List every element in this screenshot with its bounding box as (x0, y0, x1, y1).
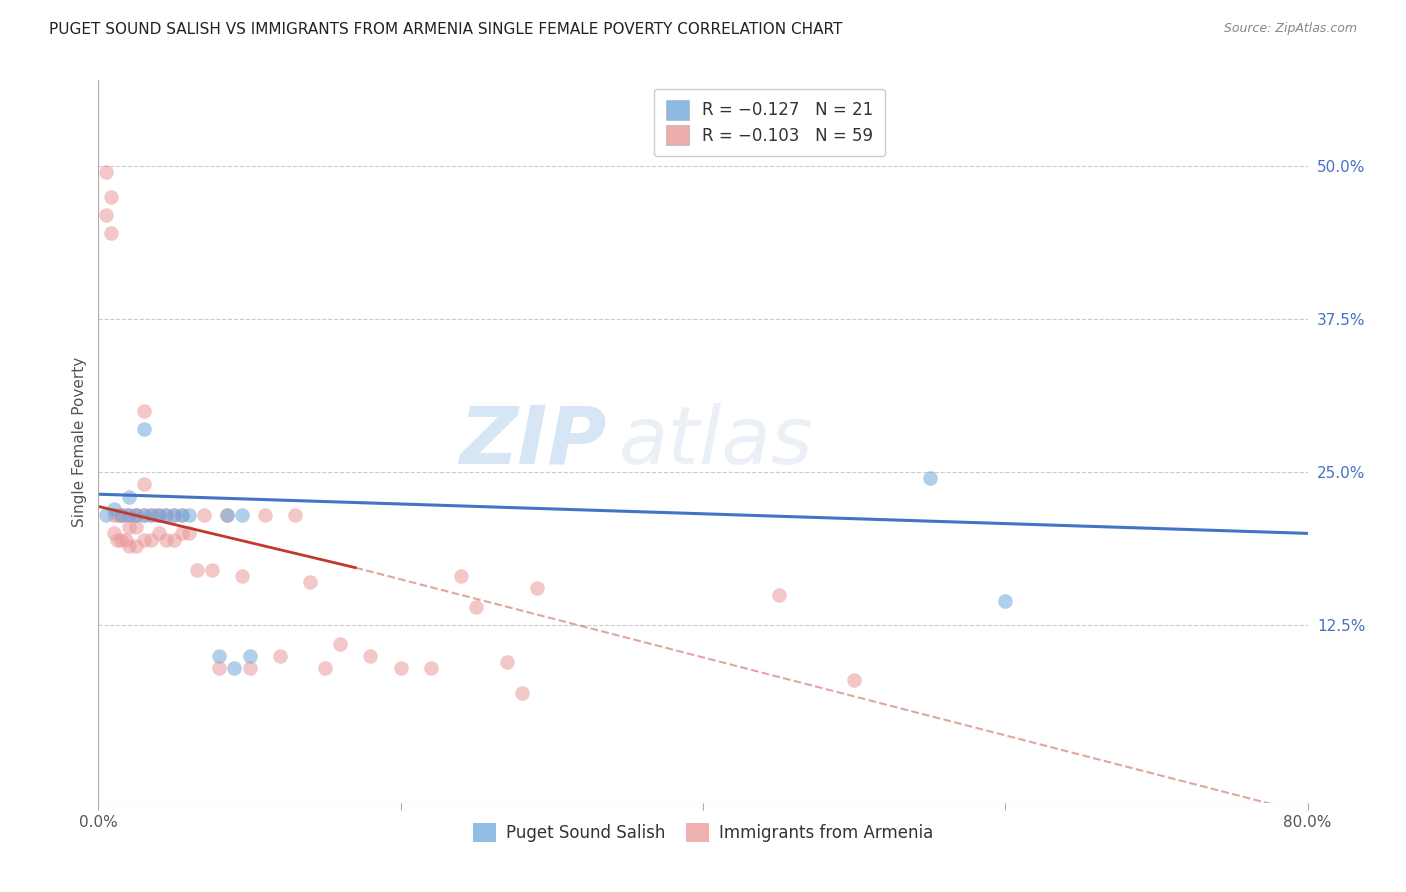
Point (994, 593, 1017, 607)
Point (110, 508, 132, 522)
Point (526, 582, 548, 596)
Point (465, 599, 488, 614)
Point (125, 508, 148, 522)
Point (125, 508, 148, 522)
Point (132, 404, 155, 418)
Point (110, 533, 132, 547)
Point (155, 533, 177, 547)
Point (148, 508, 170, 522)
Point (231, 569, 253, 583)
Point (94, 165, 117, 179)
Point (103, 526, 125, 541)
Point (170, 508, 193, 522)
Point (141, 508, 163, 522)
Point (148, 526, 170, 541)
Point (155, 508, 177, 522)
Point (110, 508, 132, 522)
Point (103, 508, 125, 522)
Point (253, 508, 276, 522)
Point (118, 539, 141, 553)
Point (118, 508, 141, 522)
Point (170, 508, 193, 522)
Point (329, 637, 352, 651)
Point (389, 661, 412, 675)
Text: ZIP: ZIP (458, 402, 606, 481)
Point (768, 588, 790, 602)
Point (179, 526, 201, 541)
Point (132, 533, 155, 547)
Point (208, 661, 231, 675)
Point (125, 539, 148, 553)
Point (94, 208, 117, 222)
Point (360, 648, 382, 663)
Point (163, 508, 186, 522)
Point (141, 533, 163, 547)
Point (132, 508, 155, 522)
Point (239, 661, 262, 675)
Point (193, 508, 215, 522)
Point (420, 661, 443, 675)
Point (231, 508, 253, 522)
Point (118, 490, 141, 504)
Point (114, 533, 136, 547)
Point (918, 471, 941, 485)
Point (145, 508, 167, 522)
Point (100, 189, 122, 203)
Text: PUGET SOUND SALISH VS IMMIGRANTS FROM ARMENIA SINGLE FEMALE POVERTY CORRELATION : PUGET SOUND SALISH VS IMMIGRANTS FROM AR… (49, 22, 842, 37)
Point (215, 508, 238, 522)
Legend: Puget Sound Salish, Immigrants from Armenia: Puget Sound Salish, Immigrants from Arme… (467, 816, 939, 848)
Point (179, 508, 201, 522)
Text: atlas: atlas (619, 402, 813, 481)
Point (510, 685, 533, 699)
Point (105, 533, 128, 547)
Point (284, 508, 307, 522)
Point (215, 508, 238, 522)
Y-axis label: Single Female Poverty: Single Female Poverty (72, 357, 87, 526)
Point (141, 508, 163, 522)
Point (208, 648, 231, 663)
Point (269, 648, 291, 663)
Point (155, 508, 177, 522)
Point (125, 520, 148, 534)
Point (105, 508, 128, 522)
Point (450, 569, 472, 583)
Point (132, 477, 155, 491)
Point (148, 508, 170, 522)
Point (170, 526, 193, 541)
Point (100, 227, 122, 241)
Point (224, 661, 246, 675)
Point (114, 508, 136, 522)
Point (132, 508, 155, 522)
Point (239, 648, 262, 663)
Point (163, 508, 186, 522)
Point (186, 563, 208, 577)
Point (495, 655, 517, 669)
Text: Source: ZipAtlas.com: Source: ZipAtlas.com (1223, 22, 1357, 36)
Point (125, 508, 148, 522)
Point (110, 508, 132, 522)
Point (844, 673, 866, 688)
Point (201, 563, 224, 577)
Point (94, 508, 117, 522)
Point (118, 520, 141, 534)
Point (132, 422, 155, 436)
Point (103, 502, 125, 516)
Point (118, 508, 141, 522)
Point (299, 575, 322, 590)
Point (314, 661, 336, 675)
Point (163, 533, 186, 547)
